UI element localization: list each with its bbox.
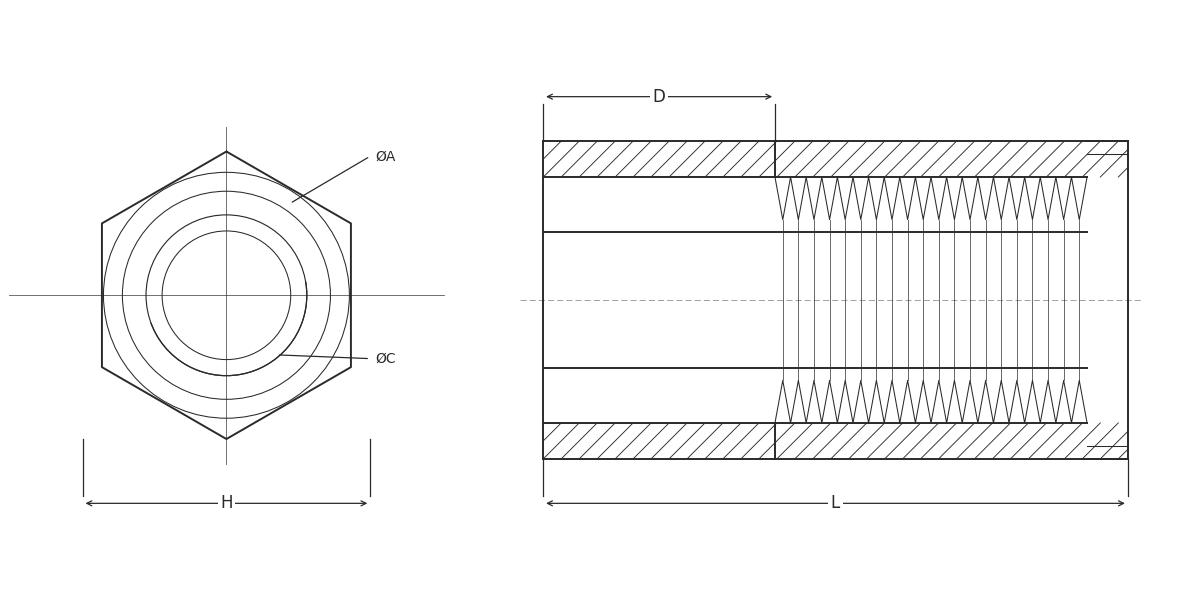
Text: ØC: ØC (374, 352, 396, 365)
Text: L: L (830, 494, 840, 512)
Text: ØA: ØA (374, 149, 395, 163)
Text: D: D (653, 88, 666, 106)
Text: H: H (220, 494, 233, 512)
